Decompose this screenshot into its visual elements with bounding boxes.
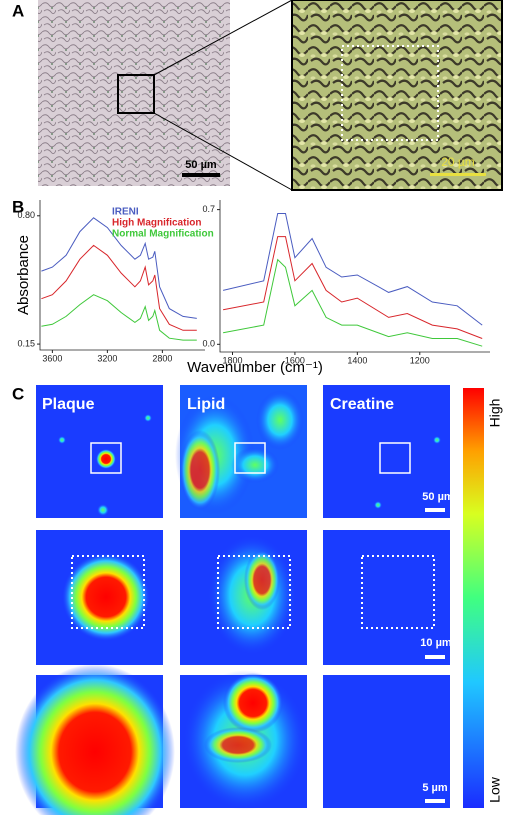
zoom-box bbox=[117, 74, 155, 114]
scale-label: 5 µm bbox=[422, 782, 448, 794]
scale-label: 50 µm bbox=[185, 159, 217, 171]
y-axis-label: Absorbance bbox=[15, 235, 32, 315]
legend-entry: High Magnification bbox=[112, 218, 201, 229]
colorbar-high: High bbox=[487, 399, 503, 428]
y-tick-label: 0.80 bbox=[17, 210, 35, 220]
micrograph bbox=[38, 0, 230, 186]
series-line bbox=[41, 217, 197, 319]
x-tick-label: 1400 bbox=[347, 355, 367, 365]
x-axis-label: Wavenumber (cm⁻¹) bbox=[187, 359, 323, 376]
y-tick-label: 0.15 bbox=[17, 338, 35, 348]
map-title: Plaque bbox=[42, 396, 95, 413]
colorbar-low: Low bbox=[487, 776, 503, 803]
series-line bbox=[41, 294, 197, 341]
x-tick-label: 3600 bbox=[42, 353, 62, 363]
legend-entry: Normal Magnification bbox=[112, 229, 214, 240]
axis bbox=[39, 200, 205, 351]
series-line bbox=[223, 258, 483, 347]
series-line bbox=[41, 244, 197, 331]
scale-bar bbox=[430, 173, 486, 176]
zoom-image bbox=[291, 0, 503, 191]
scale-label: 50 µm bbox=[422, 491, 454, 503]
series-line bbox=[223, 236, 483, 339]
zoom-line bbox=[153, 0, 293, 76]
map-title: Creatine bbox=[330, 396, 394, 413]
y-tick-label: 0.0 bbox=[202, 339, 215, 349]
x-tick-label: 1200 bbox=[410, 355, 430, 365]
legend-entry: IRENI bbox=[112, 207, 139, 218]
scale-label: 10 µm bbox=[420, 637, 452, 649]
map-title: Lipid bbox=[187, 396, 225, 413]
series-line bbox=[222, 213, 483, 326]
maps bbox=[15, 385, 450, 815]
colorbar bbox=[463, 388, 484, 808]
axis bbox=[219, 200, 490, 353]
panel-label: A bbox=[12, 1, 24, 20]
y-tick-label: 0.7 bbox=[202, 204, 215, 214]
zoom-line bbox=[153, 112, 293, 191]
x-tick-label: 2800 bbox=[152, 353, 172, 363]
scale-label: 20 µm bbox=[441, 155, 475, 169]
x-tick-label: 1600 bbox=[285, 355, 305, 365]
scale-bar bbox=[182, 173, 220, 177]
x-tick-label: 1800 bbox=[222, 355, 242, 365]
panel-label: B bbox=[12, 197, 24, 216]
x-tick-label: 3200 bbox=[97, 353, 117, 363]
panel-label: C bbox=[12, 384, 24, 403]
